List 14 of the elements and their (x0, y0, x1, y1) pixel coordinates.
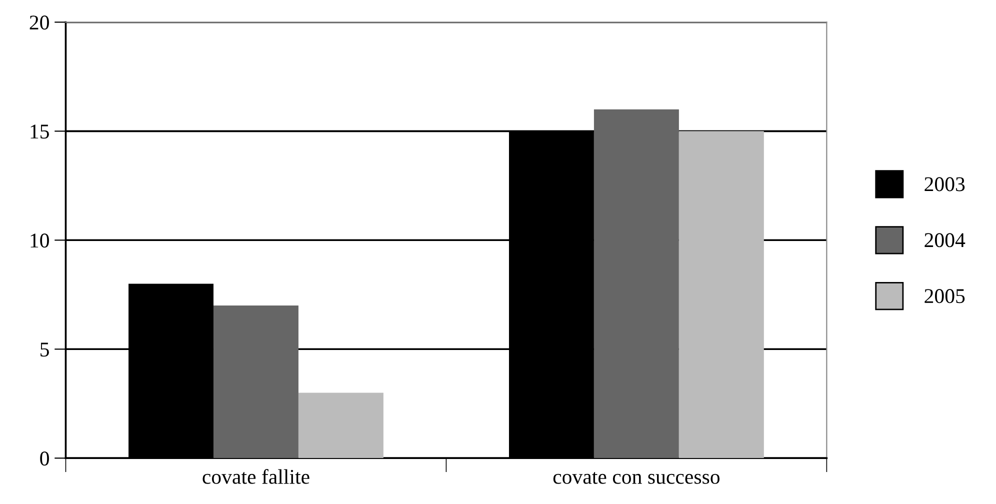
legend-label: 2004 (924, 233, 966, 248)
x-tick-label: covate con successo (553, 472, 720, 484)
bar (594, 109, 679, 458)
legend-label: 2003 (924, 177, 965, 192)
legend-label: 2005 (924, 289, 965, 304)
x-tick-label: covate fallite (202, 469, 310, 484)
bar (678, 131, 764, 458)
y-tick-label: 20 (30, 16, 49, 30)
y-tick-label: 5 (40, 342, 49, 357)
y-tick-label: 10 (30, 234, 49, 248)
bar (213, 306, 298, 458)
y-tick-label: 15 (30, 124, 49, 139)
y-tick-label: 0 (40, 452, 49, 466)
bar (298, 392, 384, 458)
